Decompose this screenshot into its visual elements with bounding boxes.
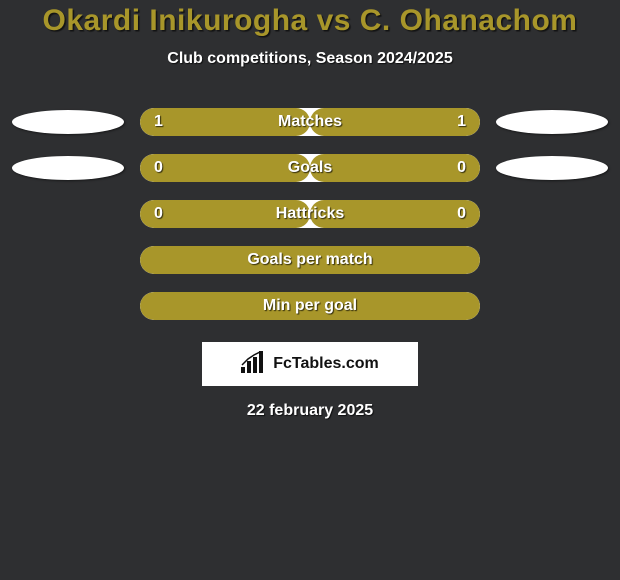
player-left-ellipse: [12, 110, 124, 134]
branding-text: FcTables.com: [273, 355, 379, 373]
player-left-ellipse: [12, 156, 124, 180]
bar-fill-right: [310, 154, 480, 182]
stat-label: Goals: [288, 159, 332, 177]
stat-bar: Goals per match: [140, 246, 480, 274]
page-subtitle: Club competitions, Season 2024/2025: [0, 50, 620, 68]
stat-label: Matches: [278, 113, 342, 131]
stat-value-right: 1: [457, 113, 466, 131]
stat-row: Goals 0 0: [0, 154, 620, 182]
stat-value-right: 0: [457, 159, 466, 177]
stat-value-left: 0: [154, 159, 163, 177]
player-right-ellipse: [496, 110, 608, 134]
stat-value-right: 0: [457, 205, 466, 223]
stat-row: Min per goal: [0, 292, 620, 320]
page-title: Okardi Inikurogha vs C. Ohanachom: [0, 4, 620, 38]
footer-date: 22 february 2025: [0, 402, 620, 420]
bar-fill-left: [140, 154, 310, 182]
stat-bar: Hattricks 0 0: [140, 200, 480, 228]
comparison-infographic: Okardi Inikurogha vs C. Ohanachom Club c…: [0, 0, 620, 580]
stat-bar: Goals 0 0: [140, 154, 480, 182]
stat-label: Hattricks: [276, 205, 344, 223]
stat-row: Hattricks 0 0: [0, 200, 620, 228]
player-right-ellipse: [496, 156, 608, 180]
stat-value-left: 1: [154, 113, 163, 131]
branding-icon: [241, 351, 269, 378]
stat-row: Goals per match: [0, 246, 620, 274]
branding-box: FcTables.com: [202, 342, 418, 386]
stat-label: Goals per match: [247, 251, 372, 269]
stats-area: Matches 1 1 Goals 0 0 Hattricks 0 0 Goals per mat…: [0, 108, 620, 320]
stat-value-left: 0: [154, 205, 163, 223]
stat-bar: Min per goal: [140, 292, 480, 320]
stat-label: Min per goal: [263, 297, 357, 315]
stat-bar: Matches 1 1: [140, 108, 480, 136]
stat-row: Matches 1 1: [0, 108, 620, 136]
